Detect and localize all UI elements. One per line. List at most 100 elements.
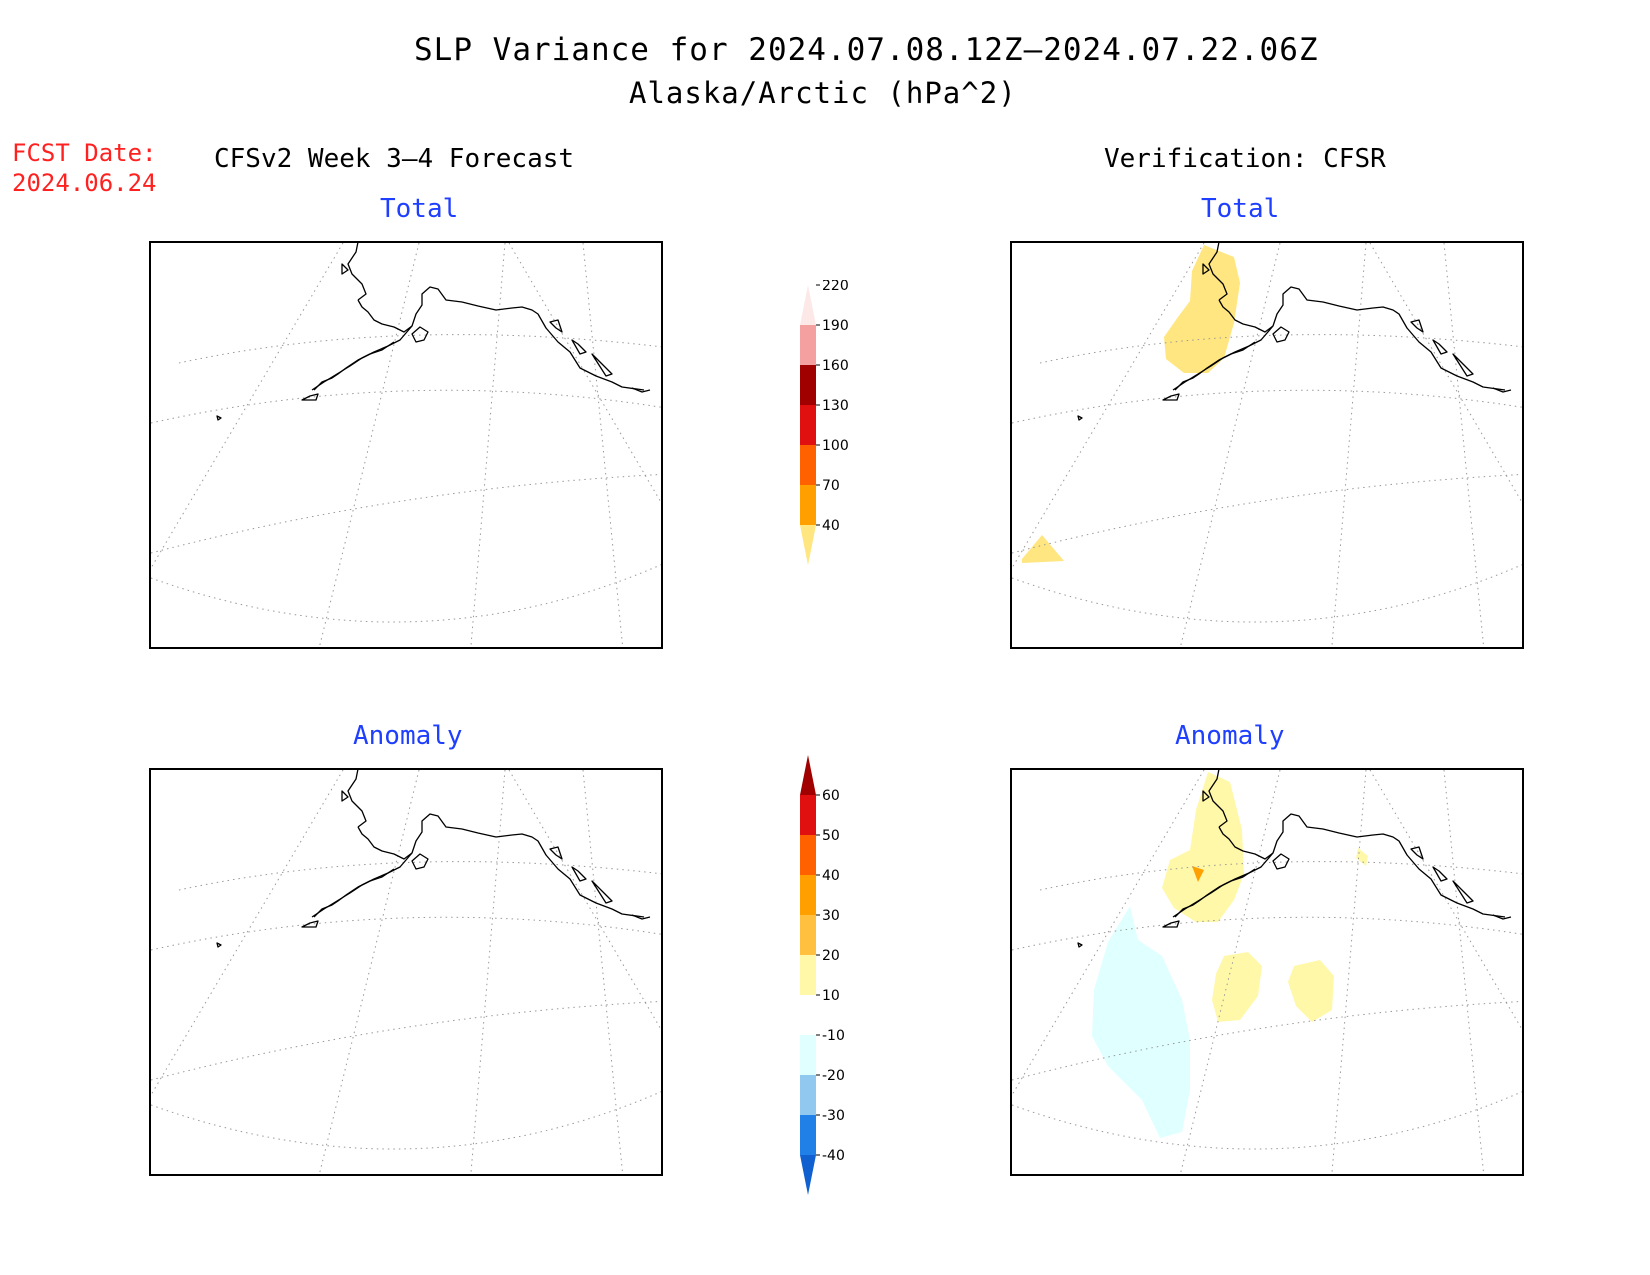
coastline: [1410, 846, 1424, 860]
graticule-line: [1039, 334, 1522, 364]
graticule-line: [1179, 770, 1281, 1174]
shaded-region: [1092, 906, 1190, 1138]
fcst-total-title: Total: [380, 194, 459, 224]
graticule-line: [470, 770, 506, 1174]
fcst-date-value: 2024.06.24: [12, 169, 157, 197]
coastline: [1162, 393, 1180, 401]
coastline: [301, 920, 319, 928]
coastline: [347, 770, 367, 828]
graticule-line: [151, 473, 661, 554]
coastline: [1202, 263, 1210, 275]
shaded-region: [1192, 866, 1204, 882]
coastline: [549, 319, 563, 333]
colorbar-label: 130: [822, 398, 849, 414]
graticule-line: [508, 770, 661, 1031]
fcst-date-label: FCST Date:: [12, 139, 157, 167]
graticule-line: [1331, 770, 1367, 1174]
colorbar-label: 220: [822, 280, 849, 294]
coastline: [1174, 868, 1256, 918]
coastline: [341, 790, 349, 802]
colorbar-swatch: [800, 525, 816, 565]
coastline: [1492, 387, 1512, 393]
coastline: [216, 415, 222, 421]
coastline: [347, 243, 367, 301]
graticule-line: [470, 243, 506, 647]
anomaly-colorbar: -40 -30 -20 -10 10 20 30 40 50 60: [800, 755, 845, 1195]
total-colorbar: 40 70 100 130 160 190 220: [800, 280, 849, 565]
coastline: [301, 393, 319, 401]
graticule-line: [1443, 243, 1485, 647]
graticule-line: [151, 389, 661, 424]
shaded-region: [1022, 535, 1064, 563]
coastline: [357, 813, 645, 918]
verification-column-label: Verification: CFSR: [1104, 144, 1386, 174]
colorbar-swatch: [800, 795, 816, 835]
map-svg: [151, 770, 661, 1174]
coastline: [411, 853, 429, 870]
colorbar-swatch: [800, 1075, 816, 1115]
colorbar-label: 30: [822, 908, 840, 924]
graticule-line: [1331, 243, 1367, 647]
graticule-line: [178, 861, 661, 891]
forecast-column-label: CFSv2 Week 3—4 Forecast: [214, 144, 575, 174]
graticule-line: [1012, 1000, 1522, 1081]
colorbar-label: 20: [822, 948, 840, 964]
main-title: SLP Variance for 2024.07.08.12Z—2024.07.…: [414, 32, 1319, 68]
coastline: [1218, 813, 1506, 918]
graticule-line: [582, 770, 624, 1174]
colorbar-label: -20: [822, 1068, 845, 1084]
colorbar-label: 60: [822, 788, 840, 804]
coastline: [1272, 853, 1290, 870]
colorbar-swatch: [800, 835, 816, 875]
graticule-line: [1012, 473, 1522, 554]
coastline: [1452, 880, 1474, 904]
coastline: [313, 868, 395, 918]
subtitle: Alaska/Arctic (hPa^2): [629, 76, 1017, 110]
colorbar-swatch: [800, 1115, 816, 1155]
colorbar-label: 160: [822, 358, 849, 374]
graticule-line: [318, 770, 420, 1174]
colorbar-label: 40: [822, 868, 840, 884]
graticule-line: [151, 1091, 661, 1150]
coastline: [1218, 286, 1506, 391]
coastline: [341, 263, 349, 275]
coastline: [631, 914, 651, 920]
coastline: [1077, 415, 1083, 421]
graticule-line: [582, 243, 624, 647]
graticule-line: [151, 243, 344, 569]
coastline: [549, 846, 563, 860]
shaded-region: [1288, 960, 1334, 1022]
colorbar-swatch: [800, 995, 816, 1035]
coastline: [216, 942, 222, 948]
coastline: [631, 387, 651, 393]
colorbar-swatch: [800, 405, 816, 445]
graticule-line: [1012, 243, 1205, 569]
graticule-line: [1369, 770, 1522, 1031]
map-svg: [1012, 243, 1522, 647]
colorbar-swatch: [800, 485, 816, 525]
coastline: [571, 866, 587, 882]
colorbar-label: -40: [822, 1148, 845, 1164]
graticule-line: [1012, 770, 1205, 1096]
colorbar-label: 100: [822, 438, 849, 454]
colorbar-swatch: [800, 955, 816, 995]
graticule-line: [151, 916, 661, 951]
colorbar-label: 50: [822, 828, 840, 844]
colorbar-swatch: [800, 875, 816, 915]
forecast-total-map: [149, 241, 663, 649]
graticule-line: [1012, 1091, 1522, 1150]
graticule-line: [1012, 916, 1522, 951]
coastline: [1452, 353, 1474, 377]
graticule-line: [178, 334, 661, 364]
colorbar-label: -30: [822, 1108, 845, 1124]
colorbar-swatch: [800, 325, 816, 365]
graticule-line: [1369, 243, 1522, 504]
verification-total-map: [1010, 241, 1524, 649]
verification-anomaly-map: [1010, 768, 1524, 1176]
colorbar-swatch: [800, 1155, 816, 1195]
colorbar-swatch: [800, 915, 816, 955]
shaded-region: [1164, 245, 1240, 373]
graticule-line: [151, 1000, 661, 1081]
graticule-line: [1012, 389, 1522, 424]
coastline: [1272, 326, 1290, 343]
